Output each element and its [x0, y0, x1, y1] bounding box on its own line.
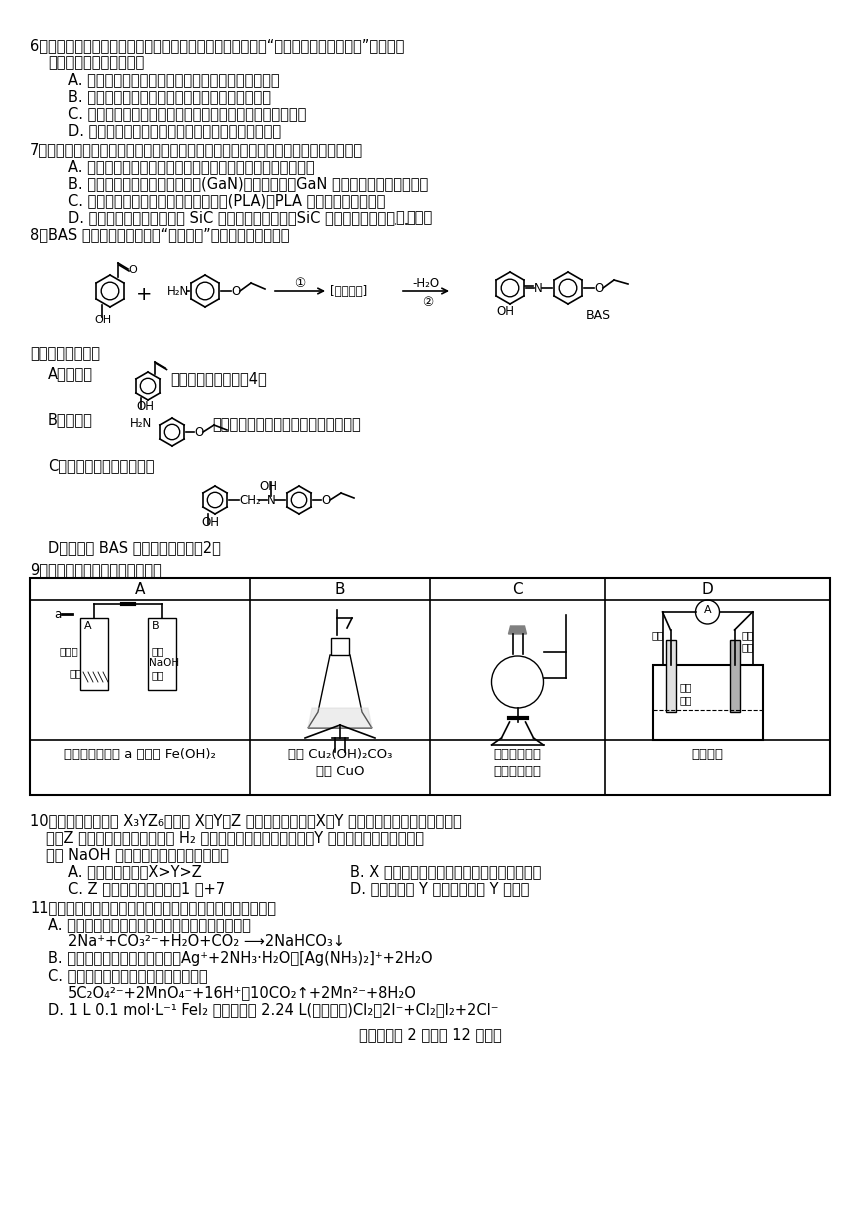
Text: A: A	[84, 621, 92, 631]
Text: N: N	[534, 282, 543, 295]
Text: B．化合物: B．化合物	[48, 412, 93, 427]
Text: 的特点: 的特点	[406, 210, 433, 225]
Text: 11．下列过程中的化学反应，相应的离子方程式书写错误的是: 11．下列过程中的化学反应，相应的离子方程式书写错误的是	[30, 900, 276, 914]
Bar	[729, 640, 740, 713]
Text: ②: ②	[422, 295, 433, 309]
Text: N: N	[267, 494, 276, 507]
Text: A．化合物: A．化合物	[48, 366, 93, 381]
Text: 9．下列实验能达到实验目的的是: 9．下列实验能达到实验目的的是	[30, 562, 162, 578]
Text: 能与 NaOH 溶液反应。下列说法正确的是: 能与 NaOH 溶液反应。下列说法正确的是	[46, 848, 229, 862]
Text: O: O	[194, 426, 203, 439]
Text: 下列说法错误的是: 下列说法错误的是	[30, 347, 100, 361]
Text: OH: OH	[136, 400, 154, 413]
Text: 《理综　第 2 页（共 12 页）》: 《理综 第 2 页（共 12 页）》	[359, 1028, 501, 1042]
Text: O: O	[231, 285, 240, 298]
Text: OH: OH	[201, 516, 219, 529]
Text: B. 中国空间站太阳翼使用氮化镑(GaN)半导体材料，GaN 属于新型无机非金属材料: B. 中国空间站太阳翼使用氮化镑(GaN)半导体材料，GaN 属于新型无机非金属…	[68, 176, 428, 191]
Polygon shape	[508, 626, 526, 634]
Text: 8．BAS 是一种可定向运动的“分子机器”，其合成路线如下：: 8．BAS 是一种可定向运动的“分子机器”，其合成路线如下：	[30, 227, 290, 242]
Text: A: A	[703, 606, 711, 615]
Text: 铁制: 铁制	[741, 630, 754, 640]
Text: 10．某盐的化学式为 X₃YZ₆，已知 X、Y、Z 均为短周期元素，X、Y 位于同一周期，且均为金属元: 10．某盐的化学式为 X₃YZ₆，已知 X、Y、Z 均为短周期元素，X、Y 位于…	[30, 814, 462, 828]
Bar	[148, 618, 176, 689]
Text: A. 蜡蠢能把植物的残枝败叶中的有机物分解为无机物: A. 蜡蠢能把植物的残枝败叶中的有机物分解为无机物	[68, 72, 280, 88]
Text: OH: OH	[259, 480, 277, 492]
Text: H₂N: H₂N	[167, 285, 189, 298]
Text: 用于分离苯和: 用于分离苯和	[494, 748, 542, 761]
Text: 铁粉: 铁粉	[70, 668, 83, 679]
Text: 溶液: 溶液	[679, 696, 692, 705]
Text: 铁件镀铜: 铁件镀铜	[691, 748, 723, 761]
Text: OH: OH	[94, 315, 111, 325]
Text: B. 硫酸钓溶液中加入过量氨水：Ag⁺+2NH₃·H₂O＝[Ag(NH₃)₂]⁺+2H₂O: B. 硫酸钓溶液中加入过量氨水：Ag⁺+2NH₃·H₂O＝[Ag(NH₃)₂]⁺…	[48, 951, 433, 966]
Bar	[653, 665, 763, 741]
Text: 稀硫酸: 稀硫酸	[60, 646, 79, 655]
Text: C. Z 元素的常见价态有－1 和+7: C. Z 元素的常见价态有－1 和+7	[68, 882, 225, 896]
Text: 低: 低	[396, 210, 404, 225]
Text: B: B	[335, 582, 345, 597]
Text: D: D	[702, 582, 714, 597]
Text: 通过控制止水夹 a 来制取 Fe(OH)₂: 通过控制止水夹 a 来制取 Fe(OH)₂	[64, 748, 216, 761]
Text: A. 战斗机的隐形涂层含石墨烯，石墨烯、石墨互为同素异形体: A. 战斗机的隐形涂层含石墨烯，石墨烯、石墨互为同素异形体	[68, 159, 315, 174]
Text: B. 热带雨林中蜡蠢的分解活动一般比北方针叶林高: B. 热带雨林中蜡蠢的分解活动一般比北方针叶林高	[68, 89, 271, 105]
Text: OH: OH	[496, 305, 514, 319]
Text: 分子中氮原子和所有碳原子可能共平面: 分子中氮原子和所有碳原子可能共平面	[212, 417, 360, 432]
Text: 制备 CuO: 制备 CuO	[316, 765, 365, 778]
Text: 铜氨: 铜氨	[679, 682, 692, 692]
Text: O: O	[321, 494, 330, 507]
Text: D. 天问一号探测器使用新型 SiC 增强铝基复合材料，SiC 具有硬度大、燕点: D. 天问一号探测器使用新型 SiC 增强铝基复合材料，SiC 具有硬度大、燕点	[68, 210, 395, 225]
Text: C. 可再生生物降解餐具的成分为聚乳酸(PLA)，PLA 属于有机高分子材料: C. 可再生生物降解餐具的成分为聚乳酸(PLA)，PLA 属于有机高分子材料	[68, 193, 385, 208]
Text: C．中间产物的结构简式为: C．中间产物的结构简式为	[48, 458, 155, 473]
Text: 2Na⁺+CO₃²⁻+H₂O+CO₂ ⟶2NaHCO₃↓: 2Na⁺+CO₃²⁻+H₂O+CO₂ ⟶2NaHCO₃↓	[68, 934, 345, 948]
Text: A. 饱和碳酸钓溶液中通入足量二氧化碳产生沉淠：: A. 饱和碳酸钓溶液中通入足量二氧化碳产生沉淠：	[48, 917, 251, 931]
Text: 7．近年来我国科技研究取得重大成就，科技创新离不开化学。下列相关叙述错误的是: 7．近年来我国科技研究取得重大成就，科技创新离不开化学。下列相关叙述错误的是	[30, 142, 363, 157]
Text: O: O	[128, 265, 137, 275]
Text: [中间产物]: [中间产物]	[330, 285, 367, 298]
Text: 6．蜡蠢主要以植物的残枝败叶为食，被生物学家达尔文称为“地球上最有价值的动物”。下列关: 6．蜡蠢主要以植物的残枝败叶为食，被生物学家达尔文称为“地球上最有价值的动物”。…	[30, 38, 404, 54]
Polygon shape	[308, 655, 372, 728]
Text: -H₂O: -H₂O	[412, 277, 439, 289]
Text: ①: ①	[294, 277, 305, 289]
Bar	[30, 578, 830, 795]
Text: 素；Z 为非金属元素，其单质与 H₂ 混合，在暗处即可发生爆炸；Y 的最高价氧化物的水化物: 素；Z 为非金属元素，其单质与 H₂ 混合，在暗处即可发生爆炸；Y 的最高价氧化…	[46, 831, 424, 845]
Text: 镀件: 镀件	[741, 642, 754, 652]
Polygon shape	[308, 708, 372, 728]
Text: 溶液: 溶液	[152, 670, 164, 680]
Text: 铜片: 铜片	[652, 630, 664, 640]
Text: 于蜡蠢的叙述，错误的是: 于蜡蠢的叙述，错误的是	[48, 55, 144, 71]
Text: NaOH: NaOH	[149, 658, 179, 668]
Polygon shape	[331, 638, 349, 655]
Text: A. 简单离子半径：X>Y>Z: A. 简单离子半径：X>Y>Z	[68, 865, 202, 879]
Text: C. 草酸溶液中滴入酸性高锤酸鉧溶液：: C. 草酸溶液中滴入酸性高锤酸鉧溶液：	[48, 968, 207, 983]
Text: BAS: BAS	[586, 309, 611, 322]
Text: CH₂: CH₂	[239, 494, 261, 507]
Text: B: B	[152, 621, 160, 631]
Text: H₂N: H₂N	[130, 417, 152, 430]
Text: C. 蜡蠢和麻雀都是异养生物，但获取营养的方式有一定区别: C. 蜡蠢和麻雀都是异养生物，但获取营养的方式有一定区别	[68, 106, 306, 122]
Text: D．化合物 BAS 中的含氧官能团有2种: D．化合物 BAS 中的含氧官能团有2种	[48, 540, 221, 554]
Text: A: A	[135, 582, 145, 597]
Text: 灰烧 Cu₂(OH)₂CO₃: 灰烧 Cu₂(OH)₂CO₃	[288, 748, 392, 761]
Text: +: +	[136, 285, 152, 304]
Text: D. 工业上电解 Y 的氯化物制备 Y 的单质: D. 工业上电解 Y 的氯化物制备 Y 的单质	[350, 882, 530, 896]
Bar	[666, 640, 675, 713]
Text: C: C	[513, 582, 523, 597]
Text: a: a	[54, 608, 61, 621]
Text: B. X 与氧元素形成的化合物中可能存在共价键: B. X 与氧元素形成的化合物中可能存在共价键	[350, 865, 542, 879]
Text: O: O	[594, 282, 603, 295]
Text: 过量: 过量	[152, 646, 164, 655]
Text: D. 1 L 0.1 mol·L⁻¹ FeI₂ 溶液中通入 2.24 L(标准状况)Cl₂：2I⁻+Cl₂＝I₂+2Cl⁻: D. 1 L 0.1 mol·L⁻¹ FeI₂ 溶液中通入 2.24 L(标准状…	[48, 1002, 499, 1017]
Text: 液渴的混合物: 液渴的混合物	[494, 765, 542, 778]
Bar	[80, 618, 108, 689]
Text: 苯环上的一氯代物有4种: 苯环上的一氯代物有4种	[170, 371, 267, 385]
Text: D. 蜡蠢能改良土壤，促进生态系统的物质和能量循环: D. 蜡蠢能改良土壤，促进生态系统的物质和能量循环	[68, 123, 281, 137]
Text: 5C₂O₄²⁻+2MnO₄⁻+16H⁺＝10CO₂↑+2Mn²⁻+8H₂O: 5C₂O₄²⁻+2MnO₄⁻+16H⁺＝10CO₂↑+2Mn²⁻+8H₂O	[68, 985, 417, 1000]
